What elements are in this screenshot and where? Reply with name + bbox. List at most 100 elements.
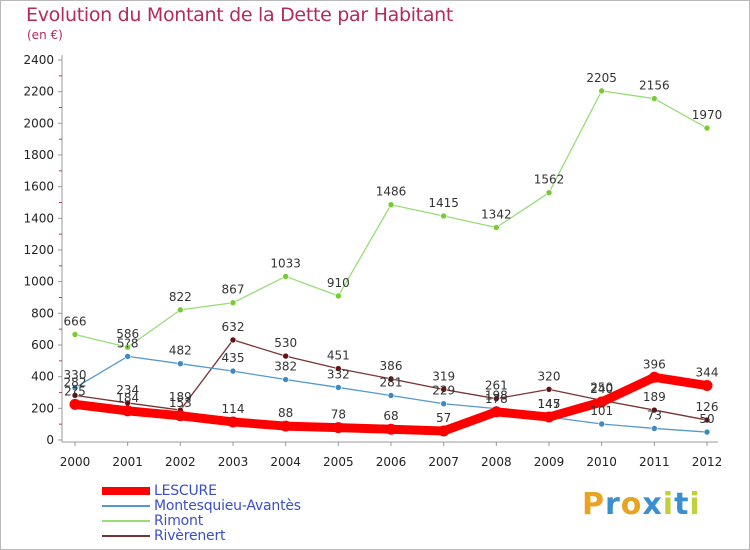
data-point — [703, 416, 711, 424]
data-label: 482 — [169, 344, 192, 358]
data-label: 250 — [590, 380, 613, 394]
data-label: 2205 — [586, 71, 617, 85]
y-tick-label: 600 — [31, 338, 54, 352]
series-line — [74, 90, 708, 348]
data-point — [280, 420, 292, 432]
data-point — [335, 384, 342, 391]
y-tick-label: 1400 — [23, 211, 54, 225]
data-label: 88 — [278, 406, 293, 420]
data-label: 451 — [327, 349, 350, 363]
x-tick-label: 2006 — [376, 455, 407, 469]
data-point — [71, 384, 79, 392]
data-point — [177, 306, 184, 314]
data-point — [651, 425, 658, 432]
data-point — [227, 416, 239, 428]
legend-label: Rimont — [154, 513, 203, 529]
legend-swatch-riverenert — [102, 535, 150, 537]
data-label: 261 — [485, 379, 508, 393]
data-point — [701, 380, 713, 392]
data-label: 50 — [699, 412, 714, 426]
data-labels: 666 586 822 867 1033 910 1486 1415 1342 1562 2205 2… — [64, 71, 723, 426]
data-point — [440, 212, 447, 220]
data-label: 332 — [327, 367, 350, 381]
data-label: 198 — [485, 389, 508, 403]
x-tick-label: 2009 — [534, 455, 565, 469]
data-label: 435 — [222, 351, 245, 365]
data-label: 145 — [538, 397, 561, 411]
y-tick-label: 0 — [46, 433, 54, 447]
data-point — [648, 371, 660, 383]
y-tick-label: 400 — [31, 370, 54, 384]
data-point — [545, 386, 553, 393]
data-point — [493, 395, 500, 402]
data-label: 281 — [380, 376, 403, 390]
data-label: 382 — [274, 360, 297, 374]
data-label: 386 — [380, 359, 403, 373]
data-point — [229, 336, 237, 344]
data-label: 822 — [169, 290, 192, 304]
data-point — [596, 396, 608, 408]
data-point — [385, 423, 397, 435]
chart-title: Evolution du Montant de la Dette par Hab… — [26, 4, 454, 26]
data-label: 101 — [590, 404, 613, 418]
data-point — [124, 343, 131, 351]
data-label: 330 — [64, 368, 87, 382]
y-tick-label: 1600 — [23, 180, 54, 194]
data-label: 632 — [222, 320, 245, 334]
data-point — [335, 365, 342, 372]
data-label: 234 — [116, 383, 139, 397]
data-label: 320 — [538, 369, 561, 383]
legend-label: Rivèrenert — [154, 528, 226, 544]
data-label: 1342 — [481, 208, 512, 222]
y-tick-label: 2400 — [23, 53, 54, 67]
data-point — [229, 299, 237, 307]
data-label: 184 — [116, 391, 139, 405]
unit-label: (en €) — [27, 28, 63, 42]
data-label: 229 — [432, 384, 455, 398]
data-point — [440, 386, 447, 393]
y-tick-label: 1800 — [23, 148, 54, 162]
axes: 0 200 400 600 800 1000 1200 1400 1600 1800 2000 220… — [23, 53, 722, 469]
data-point — [545, 189, 553, 196]
data-label: 114 — [222, 402, 245, 416]
data-label: 282 — [64, 375, 87, 389]
data-label: 5?8 — [117, 336, 139, 350]
logo-letter: P — [582, 487, 605, 522]
data-point — [543, 411, 555, 423]
data-label: 73 — [647, 408, 662, 422]
data-point — [282, 376, 289, 383]
data-point — [335, 292, 342, 300]
data-label: 240 — [590, 382, 613, 396]
data-point — [282, 352, 289, 360]
data-label: 867 — [222, 283, 245, 297]
x-tick-label: 2012 — [692, 455, 723, 469]
data-label: 530 — [274, 336, 297, 350]
x-tick-label: 2011 — [639, 455, 670, 469]
data-label: 178 — [485, 392, 508, 406]
data-point — [440, 400, 447, 408]
legend-swatch-montesquieu-avantes — [102, 505, 150, 507]
data-point — [124, 353, 131, 360]
data-label: 2?5 — [64, 384, 86, 398]
data-point — [229, 367, 237, 375]
data-label: 319 — [432, 369, 455, 383]
x-tick-label: 2007 — [428, 455, 459, 469]
x-tick-label: 2002 — [165, 455, 196, 469]
logo-letter: o — [620, 487, 643, 522]
data-label: 586 — [116, 327, 139, 341]
data-point — [71, 392, 79, 399]
legend-label: LESCURE — [154, 483, 217, 499]
data-label: 344 — [696, 366, 719, 380]
x-tick-label: 2004 — [270, 455, 301, 469]
data-label: 126 — [696, 400, 719, 414]
data-point — [598, 420, 605, 428]
data-point — [69, 398, 81, 410]
data-label: 910 — [327, 276, 350, 290]
data-point — [703, 124, 711, 132]
data-label: 57 — [436, 411, 451, 425]
x-tick-label: 2001 — [112, 455, 143, 469]
data-point — [332, 422, 344, 434]
data-label: 1562 — [534, 173, 565, 187]
data-point — [174, 410, 186, 422]
data-label: 147 — [538, 397, 561, 411]
